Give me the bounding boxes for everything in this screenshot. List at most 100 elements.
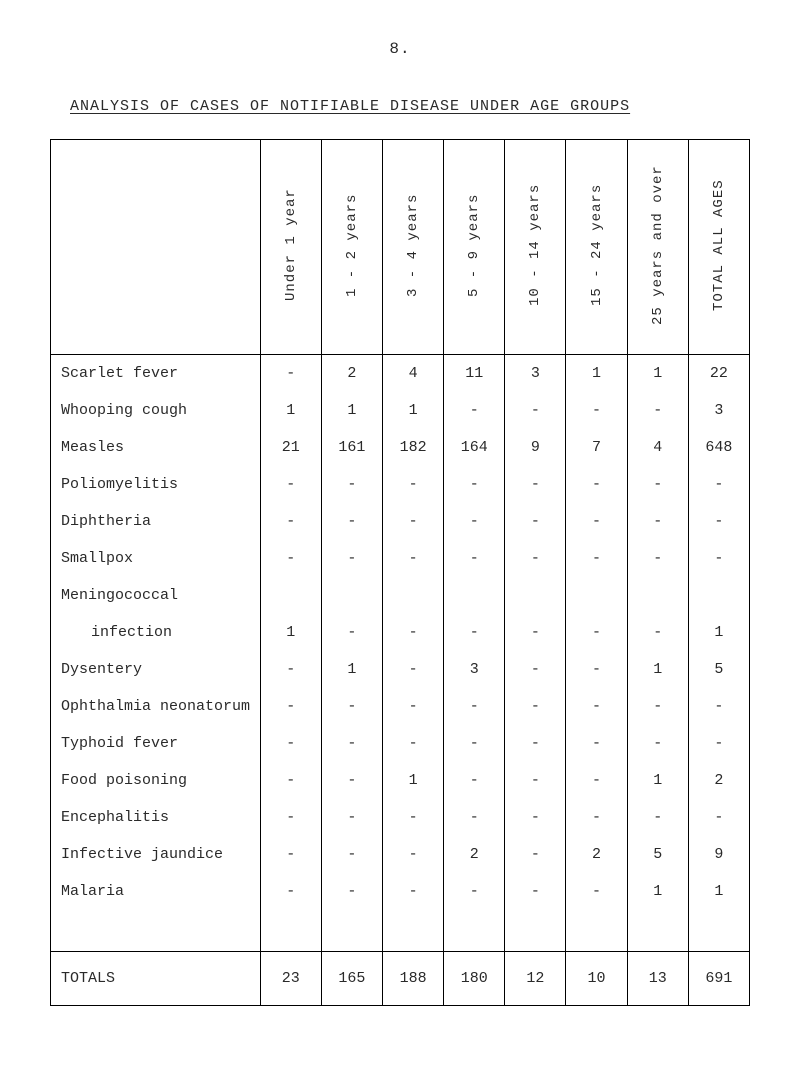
data-cell: 2: [444, 836, 505, 873]
data-cell: -: [627, 392, 688, 429]
data-cell: -: [444, 725, 505, 762]
disease-label: Whooping cough: [51, 392, 261, 429]
data-cell: 21: [260, 429, 321, 466]
data-cell: -: [505, 762, 566, 799]
data-cell: -: [505, 614, 566, 651]
data-cell: 1: [566, 355, 627, 393]
data-cell: -: [383, 503, 444, 540]
data-cell: 5: [688, 651, 749, 688]
data-cell: -: [566, 725, 627, 762]
disease-label: Measles: [51, 429, 261, 466]
spacer-cell: [51, 910, 261, 952]
data-cell: -: [260, 873, 321, 910]
data-cell: -: [444, 762, 505, 799]
data-cell: -: [383, 540, 444, 577]
data-cell: -: [688, 466, 749, 503]
data-cell: 1: [383, 392, 444, 429]
data-cell: -: [627, 503, 688, 540]
data-cell: -: [444, 873, 505, 910]
column-header: TOTAL ALL AGES: [688, 140, 749, 355]
data-cell: 4: [627, 429, 688, 466]
data-cell: -: [260, 503, 321, 540]
totals-cell: 188: [383, 952, 444, 1006]
data-cell: -: [566, 540, 627, 577]
data-cell: 3: [688, 392, 749, 429]
data-cell: 1: [688, 614, 749, 651]
data-cell: -: [321, 503, 382, 540]
data-cell: -: [627, 725, 688, 762]
data-cell: -: [321, 614, 382, 651]
data-cell: -: [505, 503, 566, 540]
data-cell: -: [505, 873, 566, 910]
data-cell: -: [321, 799, 382, 836]
data-cell: -: [260, 725, 321, 762]
data-cell: 1: [627, 873, 688, 910]
data-cell: [260, 577, 321, 614]
data-cell: 1: [260, 614, 321, 651]
data-cell: -: [688, 799, 749, 836]
data-cell: 164: [444, 429, 505, 466]
spacer-cell: [566, 910, 627, 952]
data-cell: -: [505, 725, 566, 762]
disease-label: Scarlet fever: [51, 355, 261, 393]
data-cell: 2: [321, 355, 382, 393]
disease-label: Encephalitis: [51, 799, 261, 836]
spacer-cell: [627, 910, 688, 952]
column-header: 25 years and over: [627, 140, 688, 355]
data-cell: 3: [444, 651, 505, 688]
data-cell: -: [505, 392, 566, 429]
data-cell: -: [260, 688, 321, 725]
data-cell: -: [566, 614, 627, 651]
header-blank: [51, 140, 261, 355]
data-cell: 9: [688, 836, 749, 873]
data-cell: 648: [688, 429, 749, 466]
data-cell: 1: [627, 762, 688, 799]
data-cell: -: [383, 836, 444, 873]
data-cell: 7: [566, 429, 627, 466]
data-cell: 4: [383, 355, 444, 393]
data-cell: -: [505, 799, 566, 836]
spacer-cell: [688, 910, 749, 952]
data-cell: 1: [321, 392, 382, 429]
data-cell: -: [383, 725, 444, 762]
data-cell: [627, 577, 688, 614]
page-number: 8.: [50, 40, 750, 58]
data-cell: -: [321, 540, 382, 577]
column-header: 15 - 24 years: [566, 140, 627, 355]
disease-label: Dysentery: [51, 651, 261, 688]
column-header: 3 - 4 years: [383, 140, 444, 355]
data-cell: [321, 577, 382, 614]
disease-label: Ophthalmia neonatorum: [51, 688, 261, 725]
data-cell: -: [566, 799, 627, 836]
data-cell: -: [627, 688, 688, 725]
data-cell: -: [321, 836, 382, 873]
data-cell: -: [383, 799, 444, 836]
data-cell: -: [566, 651, 627, 688]
data-cell: 161: [321, 429, 382, 466]
data-cell: -: [688, 688, 749, 725]
data-cell: -: [688, 540, 749, 577]
totals-cell: 165: [321, 952, 382, 1006]
table-title: ANALYSIS OF CASES OF NOTIFIABLE DISEASE …: [70, 98, 750, 115]
data-cell: -: [688, 725, 749, 762]
data-cell: 1: [321, 651, 382, 688]
data-cell: -: [383, 466, 444, 503]
disease-label: Typhoid fever: [51, 725, 261, 762]
disease-label: Food poisoning: [51, 762, 261, 799]
data-cell: -: [321, 762, 382, 799]
disease-label: Meningococcal: [51, 577, 261, 614]
data-cell: -: [444, 466, 505, 503]
data-cell: -: [688, 503, 749, 540]
data-cell: 22: [688, 355, 749, 393]
disease-label: Infective jaundice: [51, 836, 261, 873]
data-cell: -: [444, 540, 505, 577]
data-cell: -: [627, 614, 688, 651]
data-cell: -: [566, 762, 627, 799]
data-cell: -: [566, 873, 627, 910]
disease-label: Poliomyelitis: [51, 466, 261, 503]
data-cell: -: [260, 762, 321, 799]
data-cell: -: [444, 392, 505, 429]
data-cell: [383, 577, 444, 614]
data-cell: -: [260, 799, 321, 836]
data-cell: -: [566, 503, 627, 540]
